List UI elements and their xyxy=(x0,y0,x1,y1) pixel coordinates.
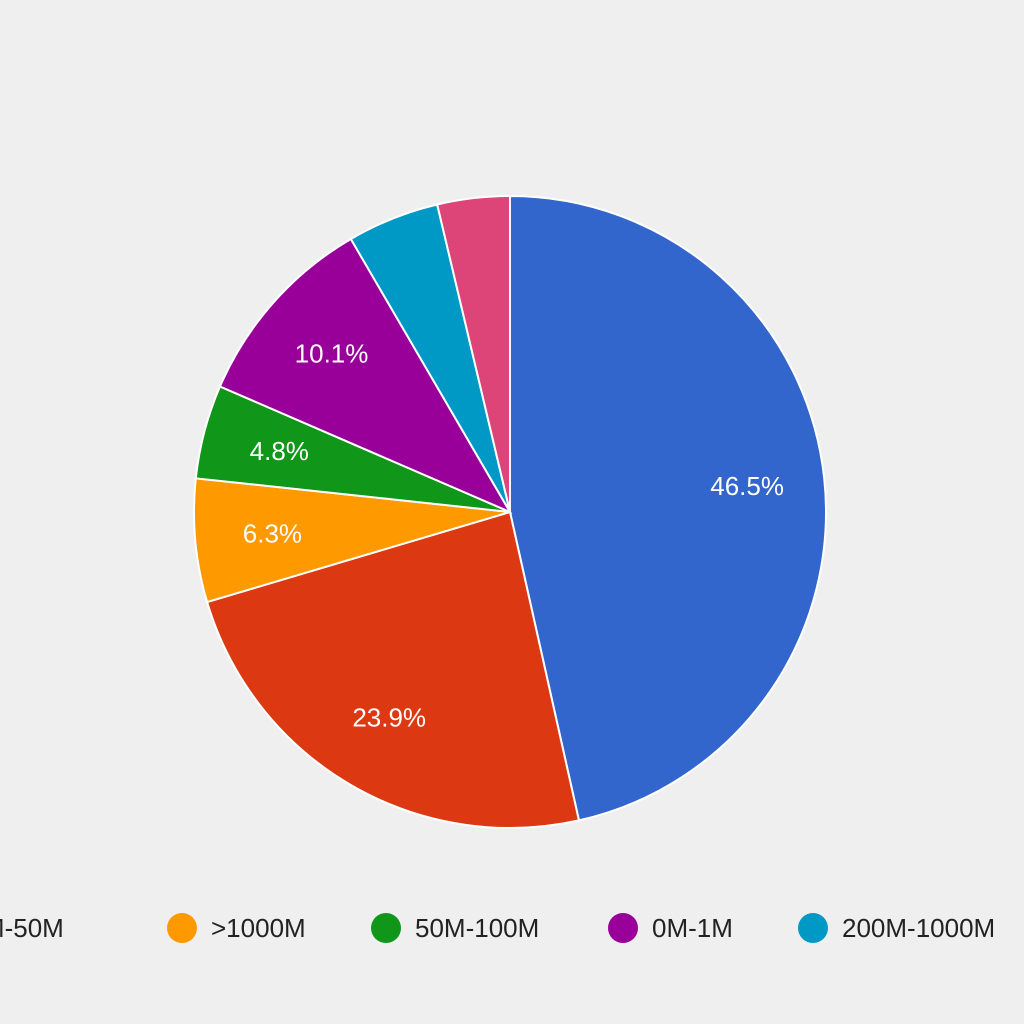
slice-label-3: 4.8% xyxy=(250,436,309,466)
slice-label-0: 46.5% xyxy=(710,471,784,501)
legend-swatch-3 xyxy=(608,913,638,943)
slice-label-4: 10.1% xyxy=(295,339,369,369)
pie-slice-4 xyxy=(218,237,513,515)
legend-label-0: 10M-50M xyxy=(0,913,64,943)
legend-label-4: 200M-1000M xyxy=(842,913,995,943)
slice-label-2: 6.3% xyxy=(243,519,302,549)
slice-labels: 46.5% 23.9% 6.3% 4.8% 10.1% xyxy=(243,339,784,733)
legend-swatch-4 xyxy=(798,913,828,943)
pie-slice-6 xyxy=(435,194,511,513)
pie-slice-2 xyxy=(193,477,511,604)
legend-label-3: 0M-1M xyxy=(652,913,733,943)
legend-label-2: 50M-100M xyxy=(415,913,539,943)
pie-slice-1 xyxy=(205,510,581,829)
pie-slices xyxy=(193,194,827,829)
slice-label-1: 23.9% xyxy=(352,703,426,733)
legend-swatch-1 xyxy=(167,913,197,943)
legend-swatch-2 xyxy=(371,913,401,943)
pie-slice-0 xyxy=(509,194,827,822)
legend-label-1: >1000M xyxy=(211,913,306,943)
legend: 10M-50M >1000M 50M-100M 0M-1M 200M-1000M xyxy=(0,913,995,943)
